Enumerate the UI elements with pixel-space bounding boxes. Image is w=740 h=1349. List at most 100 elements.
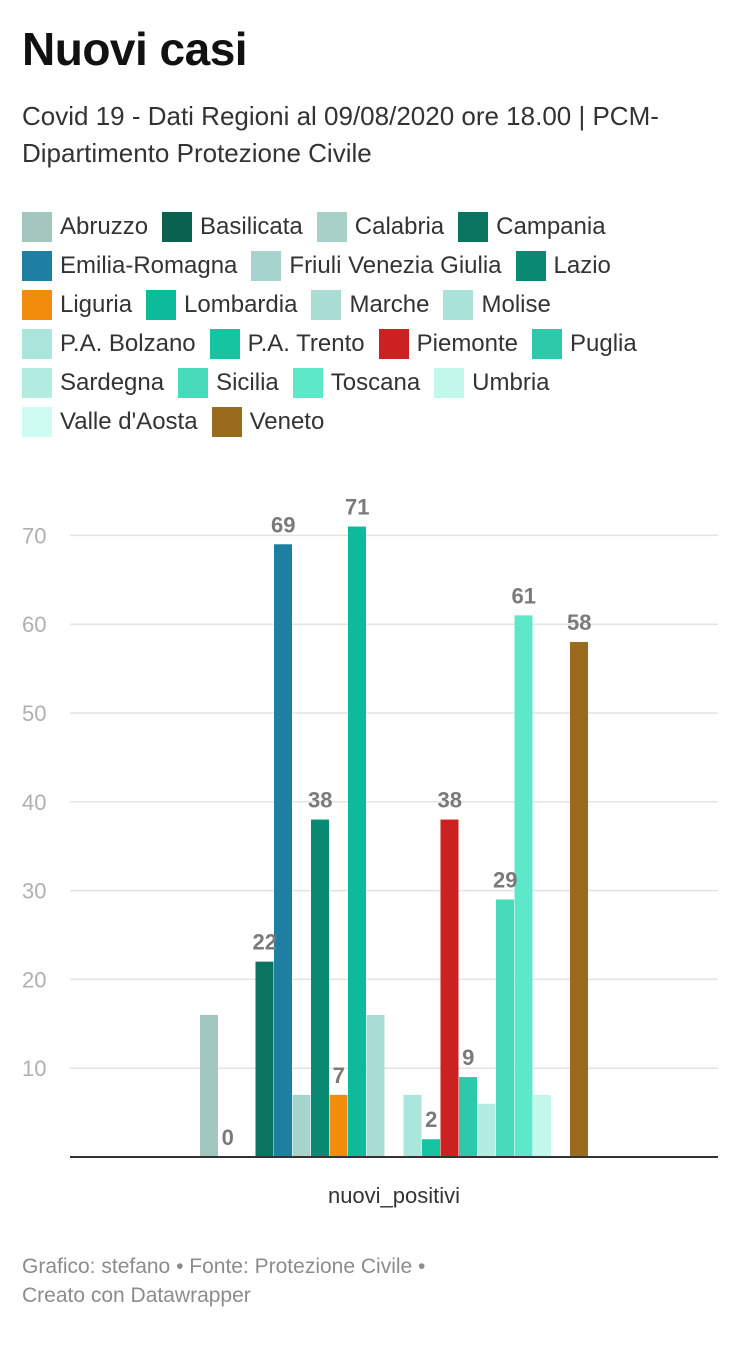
bar-sicilia — [496, 899, 514, 1157]
legend-item: Marche — [311, 290, 429, 320]
legend-label: P.A. Trento — [247, 330, 365, 357]
data-label: 22 — [253, 930, 277, 955]
legend-item: Umbria — [434, 368, 550, 398]
legend-label: Marche — [349, 291, 430, 318]
legend-swatch — [292, 368, 323, 398]
legend-swatch — [515, 251, 546, 281]
chart-subtitle: Covid 19 - Dati Regioni al 09/08/2020 or… — [22, 101, 659, 168]
legend-swatch — [162, 212, 193, 242]
y-tick-label: 10 — [22, 1056, 46, 1081]
legend-label: Emilia-Romagna — [60, 252, 238, 279]
legend-label: Puglia — [570, 330, 637, 357]
legend-swatch — [458, 212, 489, 242]
data-label: 69 — [271, 512, 295, 537]
bar-sardegna — [477, 1103, 496, 1157]
legend-swatch — [251, 251, 282, 281]
legend-swatch — [311, 290, 342, 320]
data-label: 71 — [345, 495, 369, 520]
legend-item: Piemonte — [378, 329, 519, 359]
legend-label: Liguria — [60, 291, 133, 318]
data-label: 2 — [425, 1107, 437, 1132]
legend-label: Lazio — [553, 252, 611, 279]
legend-item: Sicilia — [178, 368, 279, 398]
data-label: 7 — [333, 1063, 345, 1088]
y-tick-label: 60 — [22, 612, 46, 637]
bar-marche — [366, 1014, 385, 1157]
bar-toscana — [514, 615, 533, 1157]
legend-label: Sardegna — [60, 369, 165, 396]
legend-label: Molise — [481, 291, 551, 318]
legend-item: Valle d'Aosta — [22, 407, 198, 437]
legend-swatch — [22, 368, 52, 398]
legend-label: Lombardia — [184, 291, 298, 318]
legend-swatch — [532, 329, 563, 359]
legend-label: Piemonte — [416, 330, 519, 357]
legend-item: Campania — [458, 212, 606, 242]
legend-swatch — [434, 368, 465, 398]
bar-piemonte — [440, 819, 459, 1157]
legend: Abruzzo Basilicata Calabria Campania Emilia-… — [22, 212, 722, 437]
legend-label: Basilicata — [200, 213, 303, 240]
legend-label: Toscana — [330, 369, 421, 396]
legend-label: Umbria — [472, 369, 550, 396]
y-tick-label: 40 — [22, 790, 46, 815]
data-label: 38 — [308, 788, 332, 813]
legend-swatch — [22, 290, 52, 320]
y-tick-label: 20 — [22, 967, 46, 992]
legend-item: Toscana — [292, 368, 421, 398]
legend-item: Veneto — [211, 407, 325, 437]
legend-swatch — [22, 407, 52, 437]
legend-item: Lombardia — [146, 290, 297, 320]
bar-liguria — [329, 1094, 348, 1157]
legend-swatch — [22, 212, 52, 242]
bar-p-a-bolzano — [403, 1094, 422, 1157]
data-label: 38 — [438, 788, 462, 813]
legend-item: Lazio — [515, 251, 611, 281]
bar-emilia-romagna — [274, 544, 292, 1157]
legend-item: Emilia-Romagna — [22, 251, 237, 281]
legend-label: Campania — [496, 213, 606, 240]
legend-item: P.A. Trento — [209, 329, 365, 359]
y-tick-label: 50 — [22, 701, 46, 726]
data-label: 29 — [493, 867, 517, 892]
legend-label: Abruzzo — [60, 213, 149, 240]
legend-swatch — [211, 407, 242, 437]
legend-item: Friuli Venezia Giulia — [251, 251, 502, 281]
bar-chart: 10 20 30 40 50 60 70 0 22 69 38 7 71 2 38 9 29 61 58 nuovi_… — [22, 495, 718, 1208]
y-tick-label: 30 — [22, 879, 46, 904]
legend-swatch — [22, 251, 52, 281]
legend-item: Calabria — [316, 212, 445, 242]
legend-item: P.A. Bolzano — [22, 329, 196, 359]
legend-label: Valle d'Aosta — [60, 408, 198, 435]
legend-item: Liguria — [22, 290, 132, 320]
legend-label: P.A. Bolzano — [60, 330, 196, 357]
bar-lazio — [311, 819, 329, 1157]
data-label: 0 — [222, 1125, 234, 1150]
bar-puglia — [459, 1077, 477, 1157]
legend-label: Veneto — [249, 408, 325, 435]
bar-umbria — [533, 1094, 551, 1157]
legend-item: Basilicata — [162, 212, 303, 242]
legend-swatch — [22, 329, 52, 359]
legend-label: Calabria — [354, 213, 445, 240]
bar-abruzzo — [200, 1014, 218, 1157]
legend-swatch — [146, 290, 177, 320]
bar-veneto — [570, 641, 588, 1157]
legend-swatch — [209, 329, 240, 359]
legend-label: Friuli Venezia Giulia — [289, 252, 502, 279]
x-axis-category-label: nuovi_positivi — [328, 1183, 460, 1208]
data-label: 58 — [567, 610, 591, 635]
legend-item: Molise — [443, 290, 551, 320]
legend-item: Sardegna — [22, 368, 164, 398]
legend-swatch — [443, 290, 474, 320]
footer-datawrapper: Creato con Datawrapper — [22, 1284, 251, 1307]
legend-item: Abruzzo — [22, 212, 148, 242]
bar-lombardia — [348, 526, 366, 1157]
y-tick-label: 70 — [22, 523, 46, 548]
bar-friuli-venezia-giulia — [292, 1094, 311, 1157]
legend-label: Sicilia — [216, 369, 279, 396]
chart-footer: Grafico: stefano • Fonte: Protezione Civ… — [22, 1252, 722, 1310]
chart-title: Nuovi casi — [22, 23, 248, 75]
legend-item: Puglia — [532, 329, 637, 359]
legend-swatch — [378, 329, 409, 359]
